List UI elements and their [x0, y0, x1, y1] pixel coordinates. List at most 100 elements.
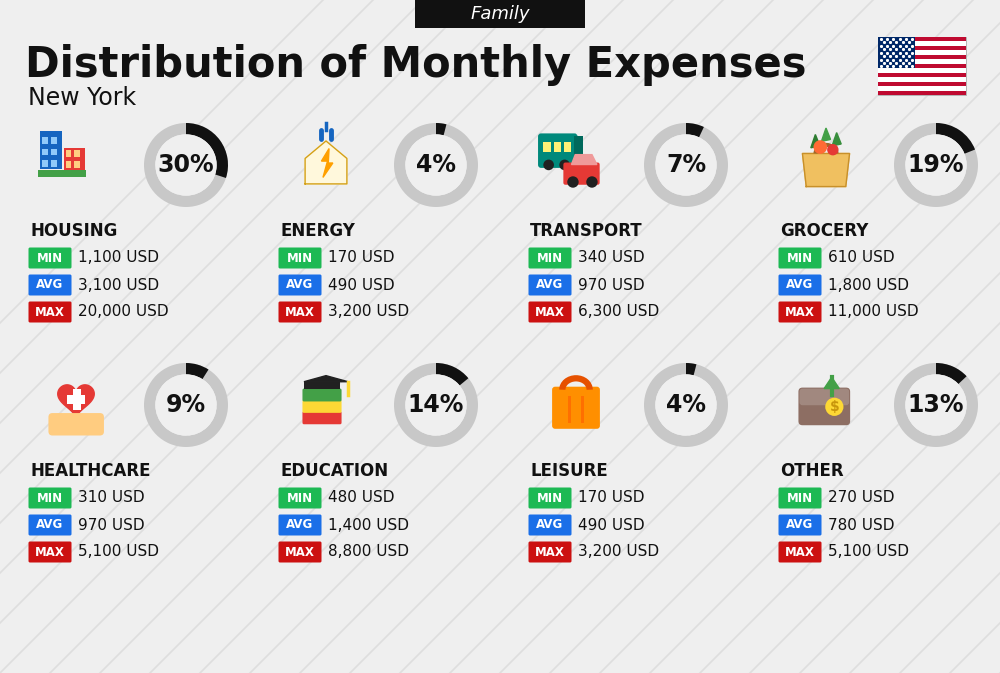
Polygon shape	[321, 149, 333, 178]
Text: AVG: AVG	[536, 279, 564, 291]
FancyBboxPatch shape	[73, 389, 81, 410]
FancyBboxPatch shape	[28, 302, 72, 322]
FancyBboxPatch shape	[42, 137, 48, 144]
FancyBboxPatch shape	[67, 396, 85, 404]
FancyBboxPatch shape	[278, 248, 322, 269]
Text: 780 USD: 780 USD	[828, 518, 895, 532]
Circle shape	[155, 135, 217, 196]
FancyBboxPatch shape	[878, 64, 966, 68]
Text: MAX: MAX	[785, 306, 815, 318]
FancyBboxPatch shape	[778, 302, 822, 322]
Text: MAX: MAX	[535, 546, 565, 559]
FancyBboxPatch shape	[304, 382, 340, 388]
FancyBboxPatch shape	[528, 275, 572, 295]
Circle shape	[655, 135, 717, 196]
FancyBboxPatch shape	[568, 396, 571, 423]
Circle shape	[905, 374, 967, 435]
FancyBboxPatch shape	[528, 248, 572, 269]
Text: MAX: MAX	[535, 306, 565, 318]
Text: AVG: AVG	[36, 279, 64, 291]
Text: AVG: AVG	[286, 279, 314, 291]
FancyBboxPatch shape	[778, 487, 822, 509]
Polygon shape	[304, 376, 348, 382]
Text: HOUSING: HOUSING	[30, 222, 117, 240]
Text: MAX: MAX	[35, 306, 65, 318]
Wedge shape	[394, 123, 478, 207]
Circle shape	[813, 140, 827, 154]
Text: MIN: MIN	[537, 252, 563, 264]
Text: HEALTHCARE: HEALTHCARE	[30, 462, 150, 480]
Circle shape	[543, 160, 554, 170]
Text: 14%: 14%	[408, 393, 464, 417]
Text: 13%: 13%	[908, 393, 964, 417]
Text: 310 USD: 310 USD	[78, 491, 145, 505]
Polygon shape	[832, 133, 841, 146]
Polygon shape	[305, 141, 347, 184]
Text: 30%: 30%	[158, 153, 214, 177]
Text: MAX: MAX	[285, 546, 315, 559]
FancyBboxPatch shape	[878, 37, 966, 42]
FancyBboxPatch shape	[778, 248, 822, 269]
FancyBboxPatch shape	[778, 542, 822, 563]
Wedge shape	[436, 123, 446, 135]
Text: 340 USD: 340 USD	[578, 250, 645, 266]
FancyBboxPatch shape	[538, 133, 577, 168]
FancyBboxPatch shape	[799, 388, 849, 405]
Text: 970 USD: 970 USD	[578, 277, 645, 293]
Text: MIN: MIN	[787, 491, 813, 505]
FancyBboxPatch shape	[278, 275, 322, 295]
Text: MAX: MAX	[35, 546, 65, 559]
Circle shape	[155, 374, 217, 435]
Wedge shape	[686, 123, 704, 137]
Wedge shape	[936, 123, 975, 153]
Text: 170 USD: 170 USD	[328, 250, 394, 266]
FancyBboxPatch shape	[28, 275, 72, 295]
Wedge shape	[894, 363, 978, 447]
Text: 9%: 9%	[166, 393, 206, 417]
Text: MIN: MIN	[37, 491, 63, 505]
Text: 610 USD: 610 USD	[828, 250, 895, 266]
Text: ENERGY: ENERGY	[280, 222, 355, 240]
FancyBboxPatch shape	[278, 302, 322, 322]
FancyBboxPatch shape	[278, 514, 322, 536]
FancyBboxPatch shape	[302, 388, 342, 402]
FancyBboxPatch shape	[798, 388, 850, 425]
Text: 1,400 USD: 1,400 USD	[328, 518, 409, 532]
Text: 7%: 7%	[666, 153, 706, 177]
FancyBboxPatch shape	[878, 46, 966, 50]
Text: 170 USD: 170 USD	[578, 491, 644, 505]
FancyBboxPatch shape	[581, 396, 584, 423]
Text: MIN: MIN	[287, 491, 313, 505]
Wedge shape	[686, 363, 696, 376]
Text: MIN: MIN	[787, 252, 813, 264]
FancyBboxPatch shape	[42, 160, 48, 167]
Circle shape	[405, 374, 467, 435]
FancyBboxPatch shape	[28, 514, 72, 536]
Text: EDUCATION: EDUCATION	[280, 462, 388, 480]
Text: 5,100 USD: 5,100 USD	[828, 544, 909, 559]
FancyBboxPatch shape	[878, 68, 966, 73]
Circle shape	[655, 374, 717, 435]
FancyBboxPatch shape	[878, 37, 915, 68]
Text: 970 USD: 970 USD	[78, 518, 145, 532]
Text: AVG: AVG	[536, 518, 564, 532]
FancyBboxPatch shape	[278, 487, 322, 509]
FancyBboxPatch shape	[528, 514, 572, 536]
Wedge shape	[644, 363, 728, 447]
Text: 19%: 19%	[908, 153, 964, 177]
FancyBboxPatch shape	[302, 411, 342, 424]
FancyBboxPatch shape	[878, 59, 966, 64]
Polygon shape	[811, 135, 820, 148]
Text: 270 USD: 270 USD	[828, 491, 895, 505]
Wedge shape	[644, 123, 728, 207]
Text: AVG: AVG	[786, 518, 814, 532]
FancyBboxPatch shape	[878, 81, 966, 86]
FancyBboxPatch shape	[51, 137, 57, 144]
FancyBboxPatch shape	[528, 302, 572, 322]
Text: AVG: AVG	[36, 518, 64, 532]
FancyBboxPatch shape	[778, 514, 822, 536]
FancyBboxPatch shape	[543, 143, 551, 152]
FancyBboxPatch shape	[28, 248, 72, 269]
Text: 4%: 4%	[416, 153, 456, 177]
FancyBboxPatch shape	[42, 149, 48, 155]
